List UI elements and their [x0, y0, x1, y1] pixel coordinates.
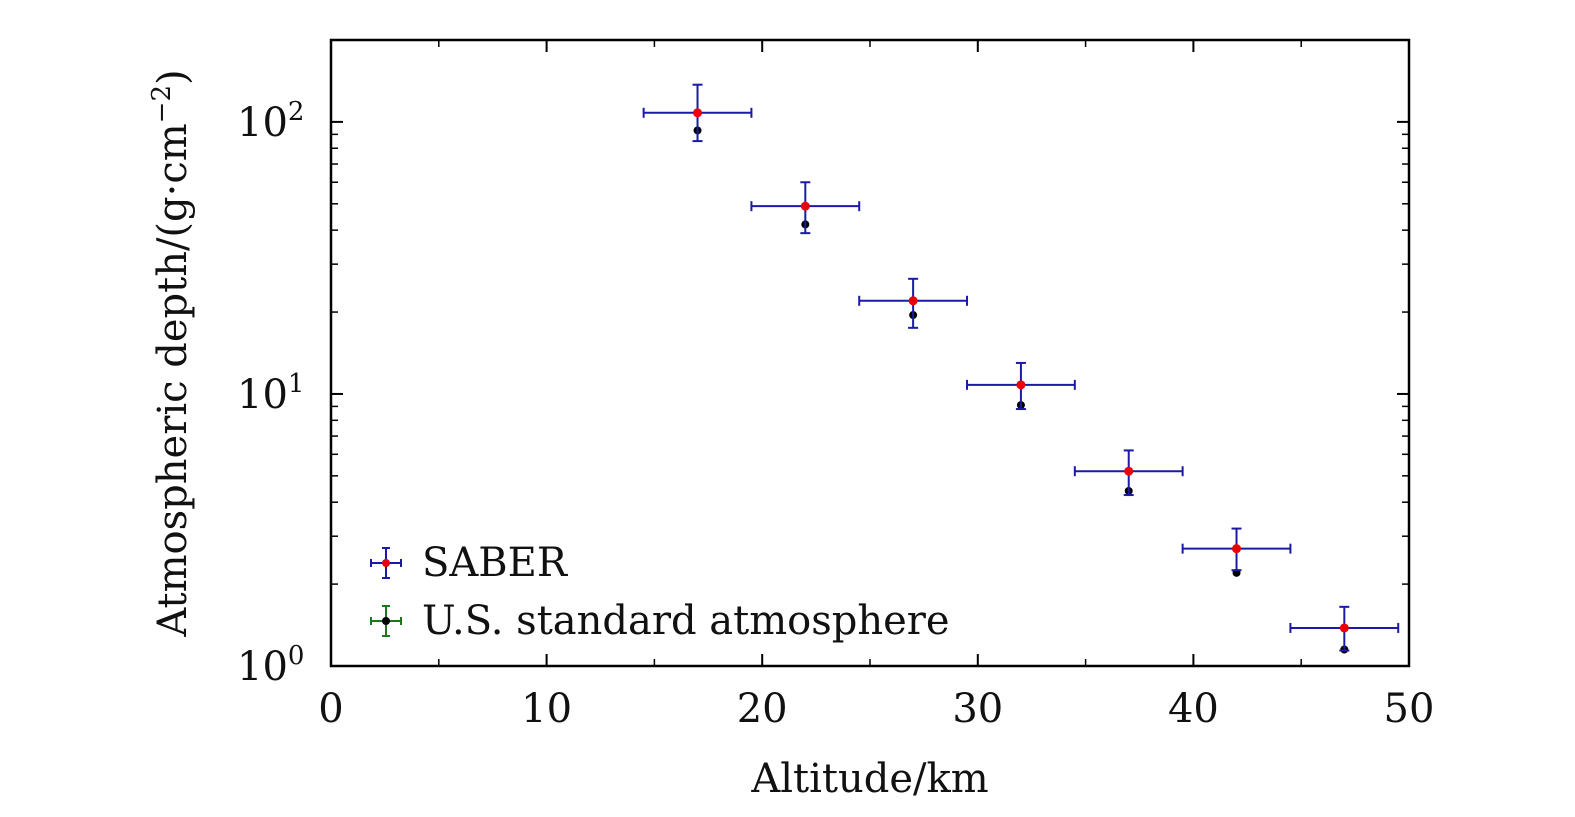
y-tick-label: 101	[237, 369, 304, 418]
saber-point	[908, 296, 918, 306]
legend-label-saber: SABER	[422, 540, 569, 586]
saber-point	[1124, 466, 1134, 476]
y-tick-exponent: 1	[288, 369, 305, 399]
legend-saber-marker	[370, 547, 402, 579]
x-tick-label: 50	[1384, 686, 1435, 732]
y-axis-title-exponent: −2	[147, 85, 177, 123]
y-tick-exponent: 0	[288, 641, 305, 671]
y-tick-base: 10	[237, 100, 288, 146]
saber-point	[1232, 544, 1242, 554]
legend-us-standard-dot	[382, 617, 390, 625]
y-axis-title-close: )	[150, 69, 196, 85]
saber-point	[1339, 623, 1349, 633]
x-axis-title: Altitude/km	[750, 756, 988, 802]
legend-label-us-standard: U.S. standard atmosphere	[422, 598, 950, 644]
data-series	[642, 83, 1400, 654]
y-tick-base: 10	[237, 644, 288, 690]
saber-point	[1016, 380, 1026, 390]
saber-point	[693, 108, 703, 118]
x-tick-label: 10	[521, 686, 572, 732]
y-axis-title-main: Atmospheric depth/(g·cm	[150, 123, 196, 637]
legend-saber-dot	[382, 559, 390, 567]
x-tick-label: 0	[318, 686, 343, 732]
y-tick-base: 10	[237, 372, 288, 418]
saber-point	[800, 201, 810, 211]
y-axis-title: Atmospheric depth/(g·cm−2)	[147, 69, 196, 637]
y-tick-label: 100	[237, 641, 304, 690]
legend-us-standard-marker	[370, 605, 402, 637]
x-tick-label: 30	[952, 686, 1003, 732]
x-tick-label: 20	[737, 686, 788, 732]
x-tick-label: 40	[1168, 686, 1219, 732]
x-axis-ticks: 0 10 20 30 40 50	[318, 40, 1434, 732]
y-tick-label: 102	[237, 97, 304, 146]
legend: SABER U.S. standard atmosphere	[370, 540, 950, 644]
y-tick-exponent: 2	[288, 97, 305, 127]
